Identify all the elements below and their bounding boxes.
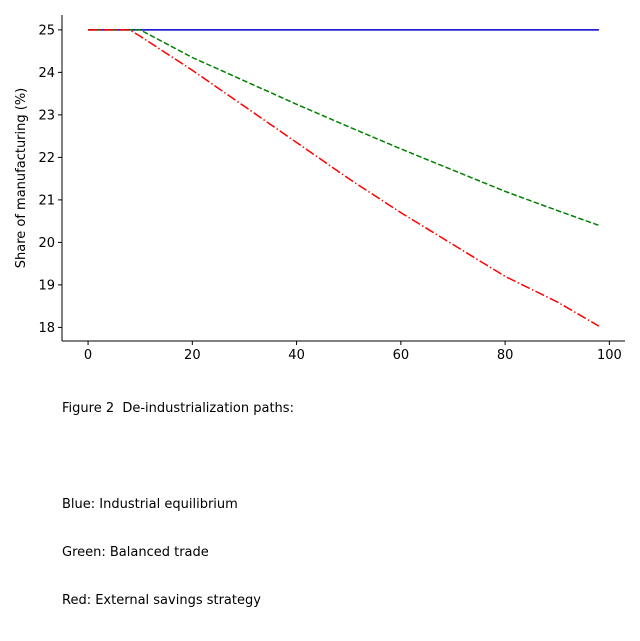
- chart-figure: 0 20 40 60 80 100 18 19 20 21 22 23 24 25 Share of m…: [14, 15, 625, 608]
- y-tick-label: 21: [38, 193, 55, 208]
- caption-line-title: Figure 2 De-industrialization paths:: [62, 401, 294, 416]
- y-axis-title: Share of manufacturing (%): [14, 88, 29, 269]
- y-tick-label: 19: [38, 278, 55, 293]
- x-tick-label: 60: [393, 348, 410, 363]
- x-tick-label: 20: [184, 348, 201, 363]
- caption-line-red: Red: External savings strategy: [62, 593, 261, 608]
- x-tick-label: 0: [84, 348, 92, 363]
- series-line-green: [88, 29, 600, 227]
- caption-line-green: Green: Balanced trade: [62, 545, 209, 560]
- x-tick-label: 40: [288, 348, 305, 363]
- y-tick-label: 25: [38, 23, 55, 38]
- series-line-red: [88, 29, 600, 327]
- x-tick-label: 80: [497, 348, 514, 363]
- figure-caption: Figure 2 De-industrialization paths: Blu…: [62, 369, 294, 641]
- y-tick-label: 23: [38, 108, 55, 123]
- y-tick-label: 24: [38, 66, 55, 81]
- caption-line-blue: Blue: Industrial equilibrium: [62, 497, 238, 512]
- y-tick-label: 20: [38, 236, 55, 251]
- y-tick-label: 18: [38, 321, 55, 336]
- y-tick-label: 22: [38, 151, 55, 166]
- line-chart: 0 20 40 60 80 100 18 19 20 21 22 23 24 25 Share of m…: [14, 15, 625, 363]
- caption-line-blank: [62, 449, 294, 465]
- x-tick-label: 100: [597, 348, 622, 363]
